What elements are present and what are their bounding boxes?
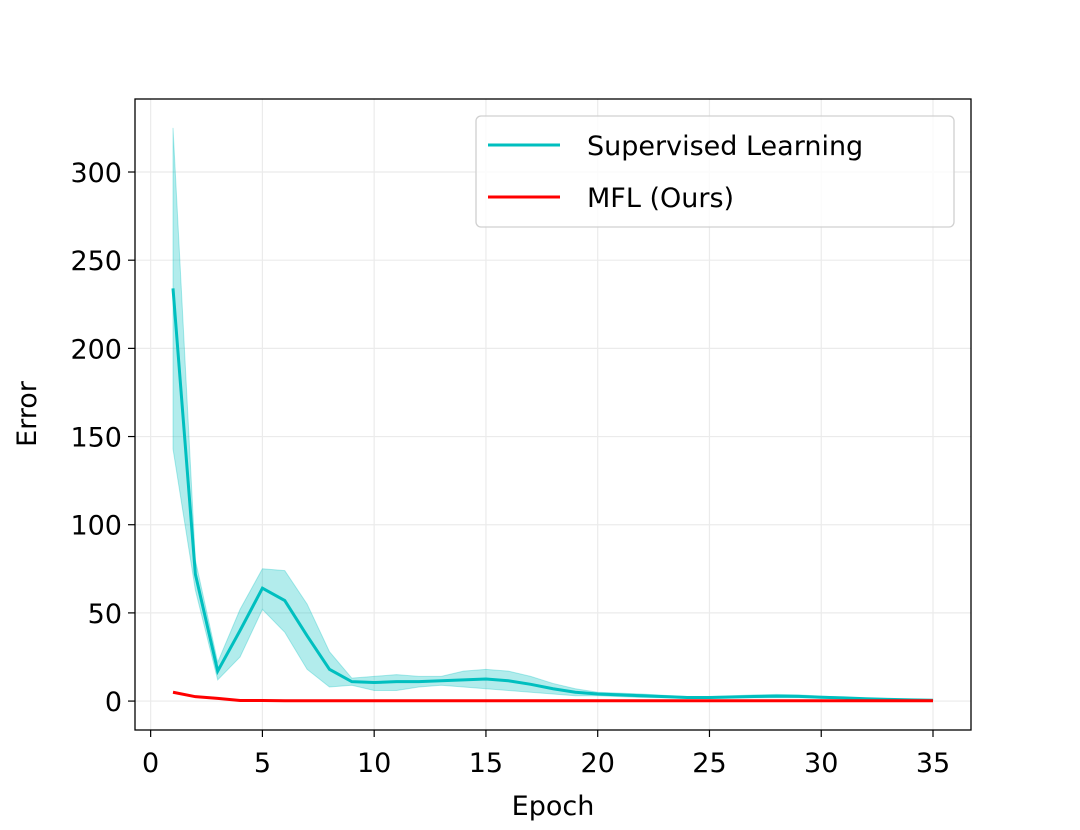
plot-area: [171, 127, 934, 703]
x-tick-label: 5: [254, 748, 271, 779]
y-axis-label: Error: [12, 380, 43, 447]
x-tick-label: 15: [469, 748, 503, 779]
y-tick-label: 300: [70, 158, 122, 189]
axes-frame: [134, 98, 972, 731]
series-line: [172, 690, 933, 703]
x-tick-label: 35: [916, 748, 950, 779]
x-tick-label: 30: [804, 748, 838, 779]
y-tick-label: 200: [70, 334, 122, 365]
x-axis-label: Epoch: [512, 791, 595, 822]
legend-label: Supervised Learning: [587, 131, 863, 162]
x-tick-label: 20: [581, 748, 615, 779]
y-tick-label: 250: [70, 246, 122, 277]
legend-box: [475, 115, 955, 228]
x-tick-label: 0: [142, 748, 159, 779]
y-tick-label: 150: [70, 423, 122, 454]
y-tick-label: 50: [88, 599, 122, 630]
series-line: [171, 288, 934, 702]
x-tick-label: 10: [357, 748, 391, 779]
y-tick-label: 0: [105, 687, 122, 718]
x-tick-label: 25: [692, 748, 726, 779]
legend-label: MFL (Ours): [587, 183, 734, 214]
y-tick-label: 100: [70, 511, 122, 542]
legend: Supervised Learning MFL (Ours): [475, 115, 955, 228]
